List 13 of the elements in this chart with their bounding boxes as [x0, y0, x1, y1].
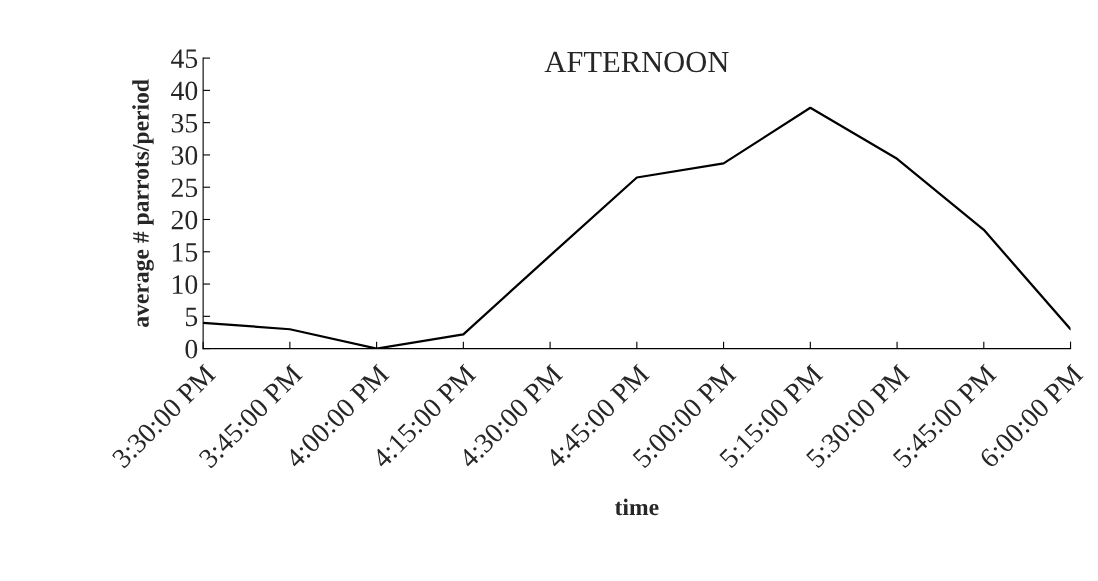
chart-title: AFTERNOON [544, 51, 729, 73]
y-axis-title: average # parrots/period [132, 79, 154, 327]
y-tick-label: 0 [185, 339, 198, 359]
y-tick-label: 15 [172, 243, 198, 262]
y-tick-label: 25 [171, 178, 198, 198]
y-tick-label: 30 [171, 146, 198, 165]
y-tick-label: 5 [185, 307, 198, 327]
y-tick-label: 40 [171, 81, 198, 101]
y-tick-label: 10 [172, 275, 198, 294]
x-axis-title: time [614, 498, 659, 516]
y-tick-label: 45 [171, 49, 198, 69]
y-tick-label: 20 [171, 210, 198, 230]
y-tick-label: 35 [171, 113, 198, 133]
